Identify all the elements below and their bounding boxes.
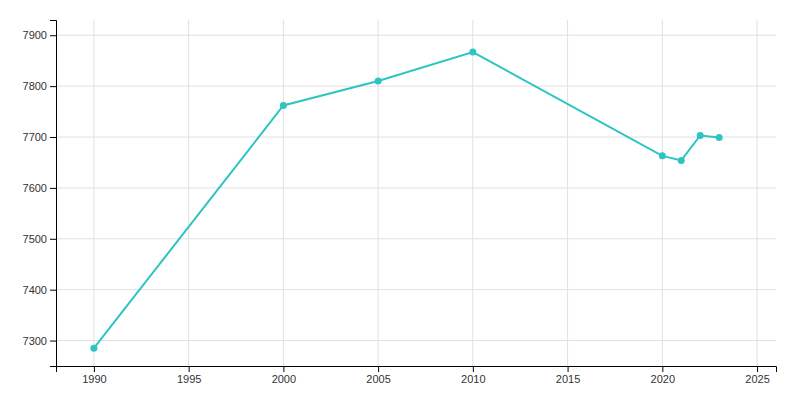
grid-line-x: [378, 20, 379, 366]
grid: [56, 20, 776, 366]
x-axis-tick: 2025: [745, 366, 769, 385]
y-axis-tick-mark: [50, 239, 56, 240]
y-axis-tick-label: 7500: [23, 233, 47, 245]
x-axis-tick-mark: [568, 366, 569, 372]
y-axis-tick-mark: [50, 341, 56, 342]
y-axis-line: [50, 21, 57, 367]
y-axis-tick-mark: [50, 290, 56, 291]
x-axis-tick-label: 2025: [745, 373, 769, 385]
grid-line-y: [56, 86, 776, 87]
y-axis-tick: 7800: [23, 80, 56, 92]
x-axis-tick-label: 1990: [82, 373, 106, 385]
y-axis-tick: 7500: [23, 233, 56, 245]
x-axis-tick: 2005: [366, 366, 390, 385]
x-axis-tick-label: 1995: [177, 373, 201, 385]
x-axis-tick-mark: [473, 366, 474, 372]
grid-line-y: [56, 238, 776, 239]
x-axis-tick-label: 2010: [461, 373, 485, 385]
x-axis-tick-mark: [94, 366, 95, 372]
point: [90, 345, 97, 352]
x-axis-tick-label: 2005: [366, 373, 390, 385]
x-axis-tick-mark: [283, 366, 284, 372]
y-axis-tick: 7600: [23, 182, 56, 194]
point: [716, 134, 723, 141]
plot: 1990 1995 2000 2005 2010 2015 2020 2025 7300 7400…: [23, 20, 777, 385]
grid-line-y: [56, 340, 776, 341]
y-axis-tick-label: 7300: [23, 335, 47, 347]
x-axis-tick-mark: [757, 366, 758, 372]
y-axis-tick-label: 7700: [23, 131, 47, 143]
x-axis-tick: 2010: [461, 366, 485, 385]
y-axis-tick: 7700: [23, 131, 56, 143]
marks: [90, 49, 722, 352]
y-axis: 7300 7400 7500 7600 7700 7800 7900: [23, 21, 57, 367]
grid-line-x: [567, 20, 568, 366]
point: [280, 102, 287, 109]
y-axis-tick-mark: [50, 188, 56, 189]
point: [678, 157, 685, 164]
grid-line-x: [662, 20, 663, 366]
x-axis-tick-label: 2015: [556, 373, 580, 385]
y-axis-tick-label: 7600: [23, 182, 47, 194]
grid-line-x: [757, 20, 758, 366]
x-axis-tick-mark: [189, 366, 190, 372]
y-axis-tick: 7900: [23, 29, 56, 41]
x-axis-tick: 2020: [651, 366, 675, 385]
x-axis-tick: 1990: [82, 366, 106, 385]
x-axis-tick-label: 2000: [272, 373, 296, 385]
x-axis-tick-mark: [378, 366, 379, 372]
grid-line-x: [93, 20, 94, 366]
point: [659, 152, 666, 159]
y-axis-tick-mark: [50, 86, 56, 87]
grid-line-x: [472, 20, 473, 366]
y-axis-tick-label: 7400: [23, 284, 47, 296]
y-axis-tick: 7300: [23, 335, 56, 347]
y-axis-tick: 7400: [23, 284, 56, 296]
grid-line-y: [56, 35, 776, 36]
x-axis-line: [57, 367, 777, 373]
line: [94, 52, 719, 348]
grid-line-y: [56, 137, 776, 138]
x-axis-tick: 2015: [556, 366, 580, 385]
point: [697, 132, 704, 139]
grid-line-y: [56, 289, 776, 290]
y-axis-tick-mark: [50, 137, 56, 138]
y-axis-tick-label: 7900: [23, 29, 47, 41]
point: [469, 49, 476, 56]
x-axis: 1990 1995 2000 2005 2010 2015 2020 2025: [57, 366, 777, 385]
grid-line-y: [56, 187, 776, 188]
x-axis-tick-mark: [662, 366, 663, 372]
chart: 1990 1995 2000 2005 2010 2015 2020 2025 7300 7400…: [0, 0, 800, 400]
grid-line-x: [283, 20, 284, 366]
x-axis-tick: 1995: [177, 366, 201, 385]
y-axis-tick-label: 7800: [23, 80, 47, 92]
x-axis-tick: 2000: [272, 366, 296, 385]
x-axis-tick-label: 2020: [651, 373, 675, 385]
y-axis-tick-mark: [50, 35, 56, 36]
point: [375, 78, 382, 85]
grid-line-x: [188, 20, 189, 366]
